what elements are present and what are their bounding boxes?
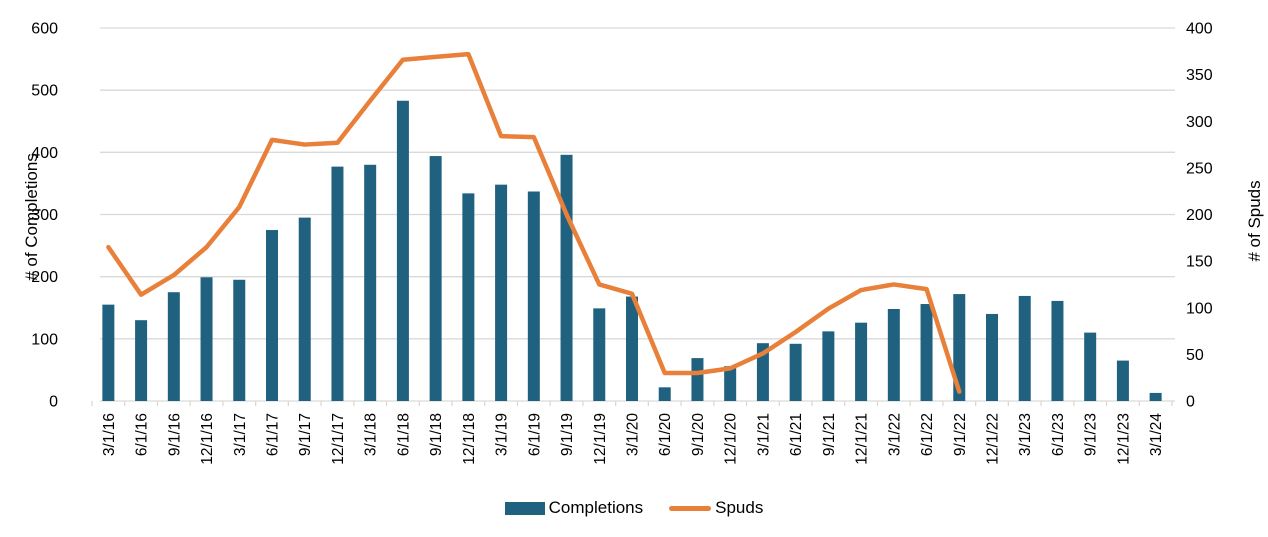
- x-axis-tick-label: 12/1/23: [1115, 413, 1132, 465]
- x-axis-tick-label: 6/1/17: [265, 413, 282, 456]
- right-axis-tick-label: 400: [1186, 21, 1213, 38]
- x-axis-tick-label: 12/1/21: [854, 413, 871, 465]
- completions-bar: [429, 156, 442, 401]
- completions-bar: [396, 100, 409, 402]
- right-axis-tick-label: 200: [1186, 207, 1213, 224]
- right-axis-tick-label: 0: [1186, 394, 1195, 411]
- completions-bar: [1149, 392, 1162, 401]
- left-axis-title: # of Completions: [22, 153, 41, 281]
- completions-bar: [102, 304, 115, 401]
- completions-bar: [953, 294, 966, 401]
- x-axis-tick-label: 9/1/23: [1083, 413, 1100, 456]
- completions-bar-swatch: [504, 501, 545, 515]
- legend-label-spuds: Spuds: [715, 498, 764, 517]
- x-axis-tick-label: 3/1/17: [232, 413, 249, 456]
- x-axis-tick-label: 6/1/23: [1050, 413, 1067, 456]
- right-axis-tick-label: 100: [1186, 300, 1213, 317]
- x-axis-tick-label: 12/1/16: [199, 413, 216, 465]
- x-axis-tick-label: 3/1/18: [363, 413, 380, 456]
- right-axis-title: # of Spuds: [1245, 180, 1264, 262]
- x-axis-tick-label: 3/1/23: [1017, 413, 1034, 456]
- completions-bar: [364, 164, 377, 401]
- right-axis-tick-label: 350: [1186, 67, 1213, 84]
- completions-bar: [920, 304, 933, 401]
- x-axis-tick-label: 9/1/22: [952, 413, 969, 456]
- completions-bar: [167, 292, 180, 401]
- completions-bar: [1051, 300, 1064, 401]
- x-axis-tick-label: 12/1/17: [330, 413, 347, 465]
- x-axis-tick-label: 6/1/16: [134, 413, 151, 456]
- completions-bar: [462, 193, 475, 401]
- completions-bar: [887, 308, 900, 401]
- right-axis-tick-label: 150: [1186, 254, 1213, 271]
- completions-bar: [495, 184, 508, 401]
- legend-entry-completions: Completions: [504, 498, 644, 518]
- x-axis-tick-label: 12/1/22: [985, 413, 1002, 465]
- completions-bar: [724, 366, 737, 401]
- completions-bar: [986, 313, 998, 401]
- left-axis-tick-label: 500: [31, 83, 58, 100]
- completions-bar: [691, 358, 704, 401]
- legend: Completions Spuds: [0, 494, 1268, 522]
- right-axis-tick-label: 250: [1186, 160, 1213, 177]
- x-axis-tick-label: 3/1/19: [494, 413, 511, 456]
- x-axis-tick-label: 6/1/21: [788, 413, 805, 456]
- plot-area: 0 100 200 300 400 500 600 0 50 100 150 200 250 300 350…: [31, 21, 1213, 465]
- left-axis-tick-label: 600: [31, 21, 58, 38]
- spuds-line: [106, 51, 962, 394]
- x-axis-tick-label: 9/1/21: [821, 413, 838, 456]
- completions-bar: [135, 320, 148, 401]
- completions-bar: [1018, 295, 1031, 401]
- left-axis-tick-label: 0: [49, 394, 58, 411]
- x-axis-tick-label: 12/1/20: [723, 413, 740, 465]
- completions-bar: [560, 154, 573, 401]
- right-axis-tick-label: 50: [1186, 347, 1204, 364]
- completions-bar: [626, 296, 638, 401]
- left-axis-tick-label: 300: [31, 207, 58, 224]
- x-axis-tick-label: 3/1/16: [101, 413, 118, 456]
- completions-bar: [298, 217, 311, 401]
- x-axis-tick-label: 12/1/19: [592, 413, 609, 465]
- x-axis-tick-label: 9/1/19: [559, 413, 576, 456]
- x-axis-tick-label: 12/1/18: [461, 413, 478, 465]
- completions-bar: [855, 322, 868, 401]
- left-axis-tick-label: 100: [31, 331, 58, 348]
- completions-bar: [527, 191, 540, 401]
- completions-bar: [1116, 360, 1129, 401]
- completions-bar: [593, 308, 606, 401]
- right-axis-tick-label: 300: [1186, 114, 1213, 131]
- x-axis-tick-label: 9/1/20: [690, 413, 707, 456]
- x-axis-tick-label: 6/1/18: [395, 413, 412, 456]
- completions-bar: [1084, 332, 1097, 401]
- x-axis-tick-label: 3/1/21: [755, 413, 772, 456]
- x-axis-tick-label: 3/1/20: [625, 413, 642, 456]
- legend-label-completions: Completions: [548, 498, 644, 517]
- x-axis-tick-label: 9/1/17: [297, 413, 314, 456]
- x-axis-tick-label: 6/1/19: [526, 413, 543, 456]
- completions-bar: [789, 343, 802, 401]
- x-axis-tick-label: 9/1/16: [166, 413, 183, 456]
- completions-bar: [200, 277, 213, 401]
- completions-bar: [658, 387, 671, 401]
- completions-bar: [822, 331, 835, 401]
- x-axis-tick-label: 6/1/22: [919, 413, 936, 456]
- left-axis-tick-label: 200: [31, 269, 58, 286]
- completions-bar: [756, 343, 769, 401]
- legend-entry-spuds: Spuds: [669, 498, 763, 518]
- x-axis-tick-label: 3/1/22: [886, 413, 903, 456]
- spuds-line-swatch: [669, 505, 712, 511]
- completions-bar: [266, 230, 278, 401]
- left-axis-tick-label: 400: [31, 145, 58, 162]
- completions-bar: [233, 279, 246, 401]
- x-axis-tick-label: 3/1/24: [1148, 413, 1165, 456]
- completions-bar: [331, 166, 344, 401]
- x-axis-tick-label: 9/1/18: [428, 413, 445, 456]
- x-axis-tick-label: 6/1/20: [657, 413, 674, 456]
